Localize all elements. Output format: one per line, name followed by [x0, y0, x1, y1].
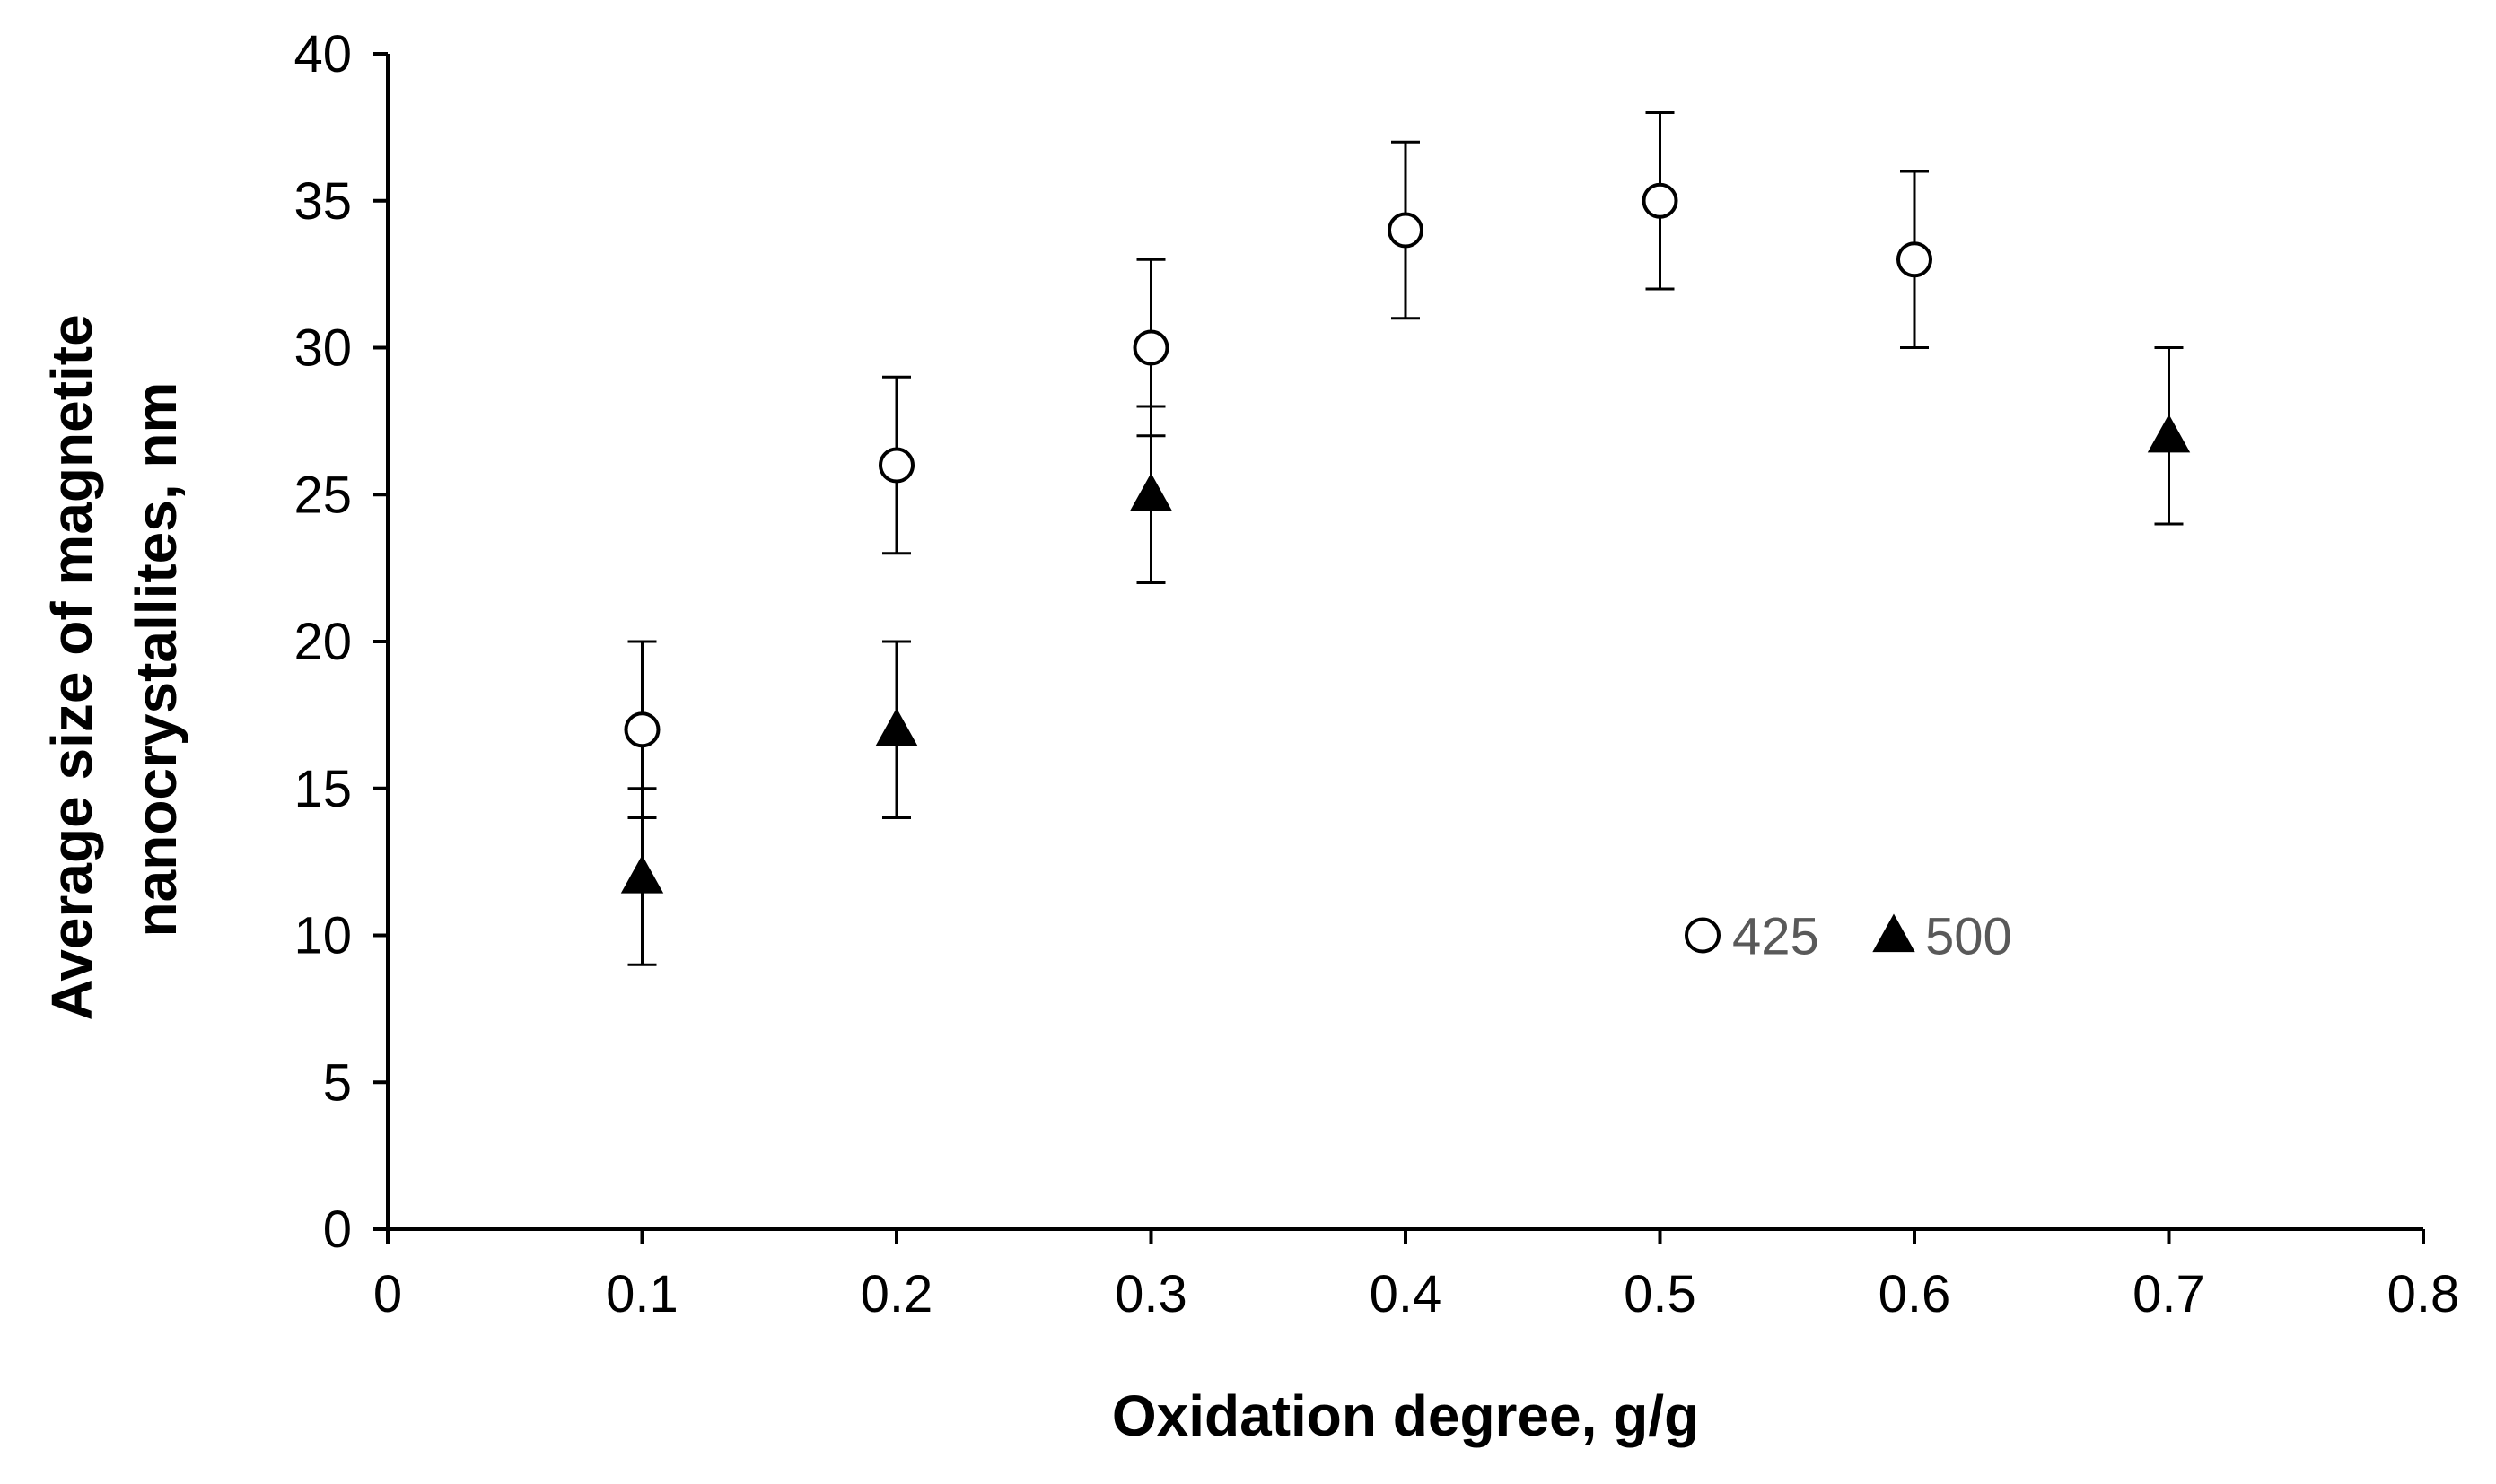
- x-tick-label: 0.8: [2387, 1265, 2460, 1323]
- y-axis-title: Average size of magnetite nanocrystallit…: [39, 299, 188, 1021]
- legend-label-425: 425: [1732, 908, 1819, 966]
- x-tick-label: 0.3: [1115, 1265, 1187, 1323]
- y-tick-label: 5: [323, 1053, 352, 1112]
- legend: 425 500: [1685, 908, 2012, 966]
- data-point-500: [2147, 414, 2191, 453]
- y-tick-label: 20: [293, 613, 352, 671]
- x-tick-label: 0.5: [1624, 1265, 1696, 1323]
- y-tick-label: 0: [323, 1200, 352, 1259]
- data-point-500: [1129, 473, 1173, 511]
- legend-marker-filled-triangle: [1872, 913, 1915, 953]
- x-tick-label: 0.4: [1370, 1265, 1442, 1323]
- data-point-425: [1133, 329, 1169, 366]
- error-bars: [627, 111, 2184, 966]
- ticks: 0 0.1 0.2 0.3 0.4 0.5 0.6 0.7 0.8 0 5 10 15 20 25 30 35 4…: [293, 25, 2459, 1323]
- y-axis-title-line-2: nanocrystallites, nm: [124, 382, 188, 938]
- x-tick-label: 0.2: [861, 1265, 933, 1323]
- y-tick-label: 30: [293, 319, 352, 378]
- y-tick-label: 10: [293, 907, 352, 965]
- y-tick-label: 25: [293, 466, 352, 524]
- data-markers: [620, 182, 2191, 894]
- data-point-425: [1388, 212, 1423, 249]
- x-tick-label: 0.1: [606, 1265, 679, 1323]
- x-tick-label: 0.7: [2133, 1265, 2205, 1323]
- y-tick-label: 15: [293, 760, 352, 818]
- x-tick-label: 0: [373, 1265, 402, 1323]
- data-point-500: [875, 708, 918, 746]
- data-point-425: [1642, 182, 1678, 219]
- data-point-500: [620, 854, 664, 894]
- axis-titles: Oxidation degree, g/g Average size of ma…: [39, 299, 1699, 1448]
- y-tick-label: 35: [293, 172, 352, 231]
- y-tick-label: 40: [293, 25, 352, 83]
- x-axis-title: Oxidation degree, g/g: [1112, 1384, 1699, 1448]
- data-point-425: [879, 447, 915, 484]
- legend-label-500: 500: [1925, 908, 2012, 966]
- y-axis-title-line-1: Average size of magnetite: [39, 314, 104, 1020]
- data-point-425: [1896, 241, 1932, 278]
- legend-marker-open-circle: [1685, 917, 1721, 954]
- x-tick-label: 0.6: [1879, 1265, 1951, 1323]
- data-point-425: [624, 711, 661, 748]
